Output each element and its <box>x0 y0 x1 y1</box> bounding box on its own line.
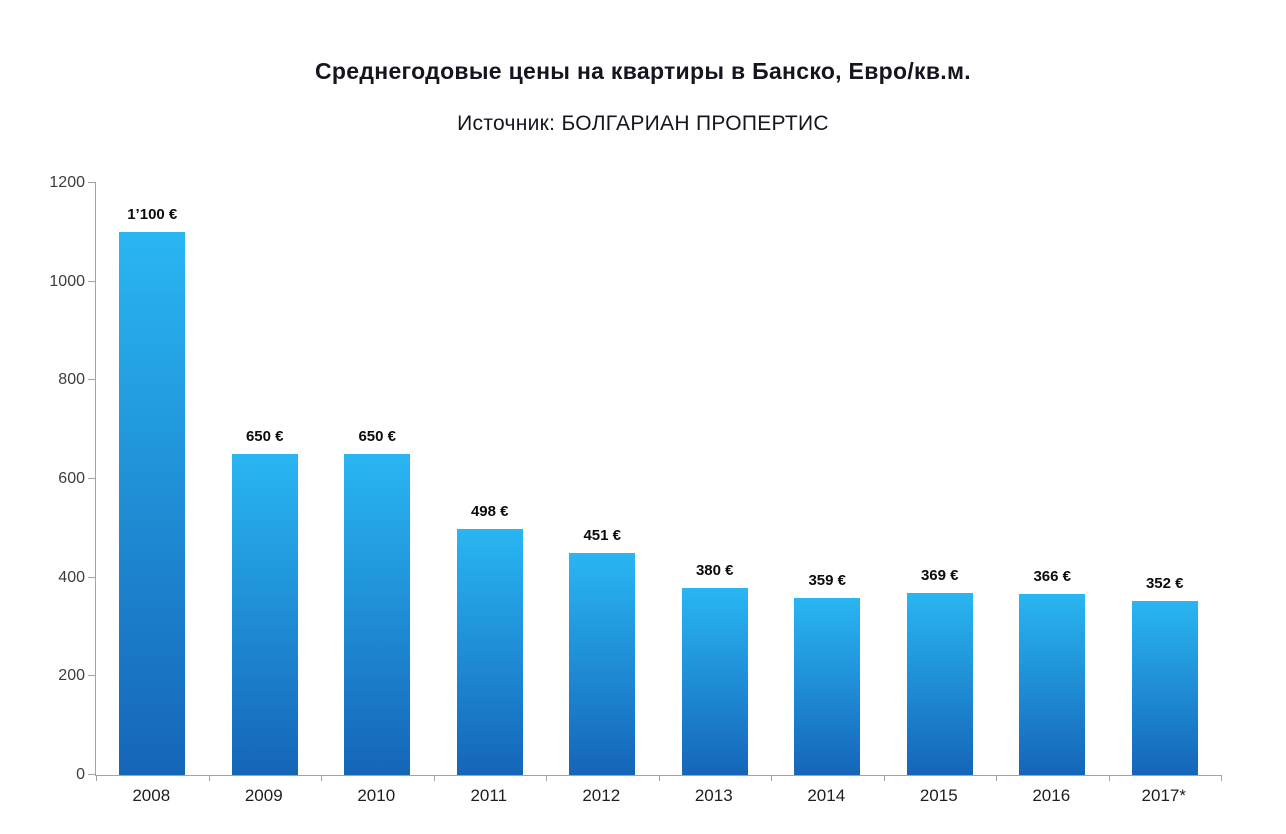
bar-value-label: 498 € <box>470 503 509 520</box>
x-tick-mark <box>883 775 885 781</box>
bar-value-label: 352 € <box>1145 575 1184 592</box>
bar <box>119 232 186 775</box>
bar-slot-2012: 451 € <box>546 527 659 775</box>
x-tick-mark <box>321 775 322 781</box>
y-tick-mark <box>88 577 96 578</box>
bar-value-label: 359 € <box>808 572 847 589</box>
bar <box>231 454 298 775</box>
bar-slot-2009: 650 € <box>209 428 322 775</box>
y-axis: 0 200 400 600 800 1000 1200 <box>0 174 85 783</box>
y-tick-label: 800 <box>58 371 85 388</box>
bar-slot-2016: 366 € <box>996 568 1109 775</box>
bar-value-label: 1’100 € <box>127 206 178 223</box>
bar <box>906 593 973 775</box>
bar-slot-2017*: 352 € <box>1109 575 1222 775</box>
y-tick-mark <box>88 182 96 183</box>
x-tick-label: 2017* <box>1141 786 1186 805</box>
x-tick-mark <box>658 775 660 781</box>
x-tick-label: 2011 <box>470 786 508 805</box>
bar-slot-2015: 369 € <box>884 567 997 775</box>
bar <box>794 598 861 775</box>
bar-slot-2008: 1’100 € <box>96 206 209 775</box>
x-tick-mark <box>1221 775 1222 781</box>
y-tick-mark <box>88 774 96 775</box>
x-tick-label: 2009 <box>244 786 283 805</box>
bar <box>344 454 411 775</box>
x-tick-mark <box>96 775 97 781</box>
y-tick-mark <box>88 478 96 479</box>
x-tick-mark <box>996 775 997 781</box>
y-tick-mark <box>88 281 96 282</box>
bar-series: 1’100 € 650 € 650 € 498 € 451 € 380 € 359 € 369… <box>96 183 1221 775</box>
bar-value-label: 366 € <box>1033 568 1072 585</box>
bar-slot-2014: 359 € <box>771 572 884 775</box>
bar-slot-2011: 498 € <box>434 503 547 775</box>
bar-slot-2010: 650 € <box>321 428 434 775</box>
x-tick-label: 2015 <box>919 786 958 805</box>
x-tick-label: 2012 <box>582 786 621 805</box>
y-tick-label: 1200 <box>49 174 85 191</box>
x-tick-mark <box>546 775 547 781</box>
y-tick-label: 600 <box>58 470 85 487</box>
y-tick-label: 0 <box>76 766 85 783</box>
bar <box>1019 594 1086 775</box>
y-tick-mark <box>88 379 96 380</box>
bar-slot-2013: 380 € <box>659 562 772 775</box>
x-tick-mark <box>771 775 772 781</box>
chart-title: Среднегодовые цены на квартиры в Банско,… <box>315 58 971 84</box>
bar-value-label: 451 € <box>583 527 622 544</box>
bar-value-label: 650 € <box>358 428 397 445</box>
x-tick-label: 2008 <box>132 786 171 805</box>
x-tick-label: 2013 <box>694 786 733 805</box>
x-tick-mark <box>208 775 210 781</box>
bar-value-label: 380 € <box>695 562 734 579</box>
y-tick-label: 1000 <box>49 273 85 290</box>
x-tick-label: 2010 <box>357 786 396 805</box>
y-tick-mark <box>88 675 96 676</box>
x-tick-mark <box>1108 775 1110 781</box>
x-tick-mark <box>433 775 435 781</box>
x-tick-label: 2016 <box>1032 786 1071 805</box>
bar <box>569 553 636 775</box>
chart-subtitle: Источник: БОЛГАРИАН ПРОПЕРТИС <box>457 112 829 135</box>
bar <box>681 588 748 775</box>
bar-value-label: 369 € <box>920 567 959 584</box>
y-tick-label: 400 <box>58 569 85 586</box>
bar-value-label: 650 € <box>245 428 284 445</box>
x-tick-label: 2014 <box>807 786 846 805</box>
y-tick-label: 200 <box>58 667 85 684</box>
bar <box>456 529 523 775</box>
plot-area: 1’100 € 650 € 650 € 498 € 451 € 380 € 359 € 369… <box>88 182 1222 781</box>
x-axis-labels: 2008 2009 2010 2011 2012 2013 2014 2015 2016 2017… <box>95 786 1220 806</box>
bar <box>1131 601 1198 775</box>
